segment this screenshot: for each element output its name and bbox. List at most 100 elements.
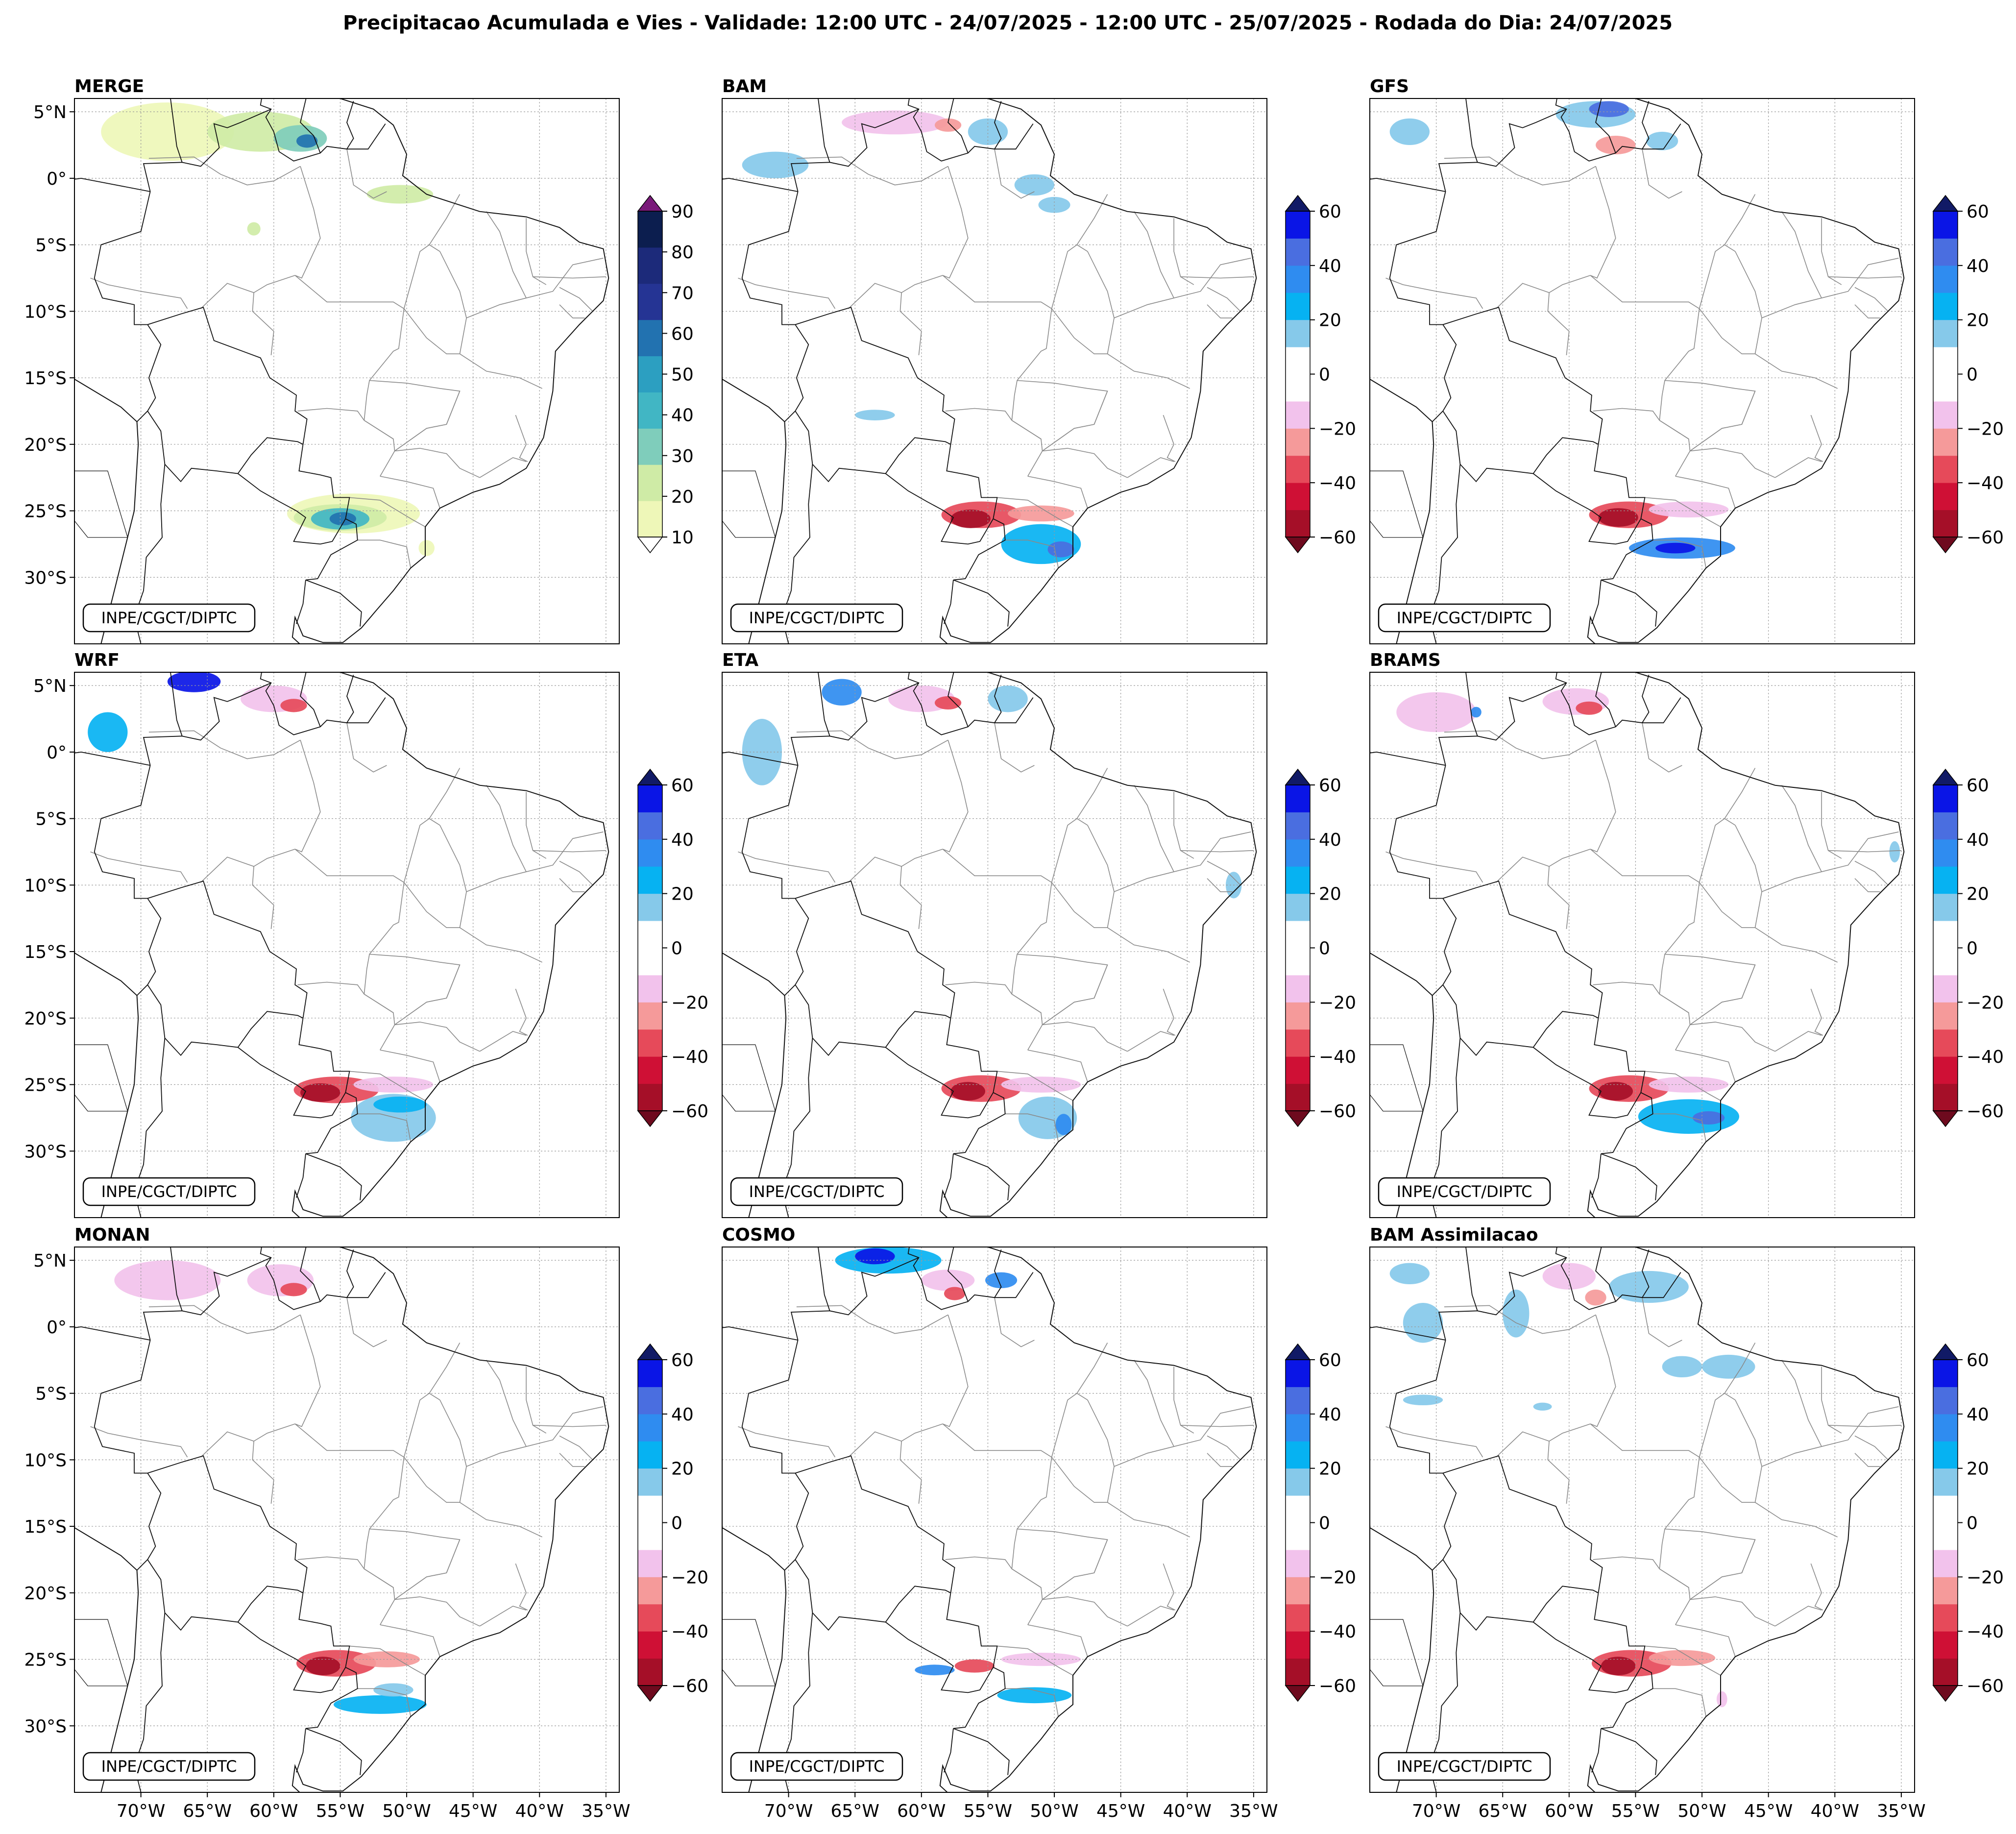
state-border — [1828, 1425, 1901, 1427]
state-border — [1774, 1031, 1822, 1052]
country-border — [741, 807, 796, 899]
country-border — [305, 1092, 358, 1154]
state-border — [1699, 1457, 1755, 1503]
state-border — [515, 988, 528, 1036]
state-border — [796, 156, 948, 186]
state-border — [486, 785, 527, 872]
lon-label: 50°W — [382, 1801, 431, 1821]
border-line — [722, 470, 776, 538]
state-border — [294, 275, 405, 309]
field-shade — [1503, 1289, 1530, 1338]
country-border — [1389, 1382, 1443, 1474]
panel-title: BRAMS — [1370, 650, 1441, 670]
colorbar-segment — [638, 465, 662, 501]
colorbar-tick-label: 80 — [671, 243, 694, 263]
state-border — [1027, 1624, 1088, 1657]
state-border — [1690, 964, 1756, 1026]
field-shade — [373, 1096, 427, 1113]
state-border — [1761, 1406, 1899, 1467]
country-border — [784, 324, 809, 422]
colorbar-tick-label: 60 — [1319, 1350, 1341, 1370]
colorbar-segment — [1933, 211, 1958, 239]
colorbar-segment — [638, 785, 662, 812]
lat-label: 5°S — [35, 809, 67, 830]
field-shade — [997, 1687, 1072, 1704]
field-shade — [742, 719, 782, 785]
colorbar-segment — [1933, 1441, 1958, 1469]
country-border — [953, 1092, 1006, 1154]
colorbar-tick-label: 20 — [1967, 884, 1989, 905]
colorbar-segment — [638, 1387, 662, 1415]
colorbar-segment — [1933, 1083, 1958, 1111]
state-border — [1828, 850, 1901, 853]
lon-label: 70°W — [764, 1801, 813, 1821]
country-border — [1429, 464, 1461, 644]
colorbar-segment — [1286, 1387, 1310, 1415]
country-border — [781, 464, 813, 644]
country-border — [1442, 1559, 1599, 1631]
map-frame — [1369, 98, 1915, 644]
country-border — [147, 880, 308, 1018]
panel-title: COSMO — [722, 1225, 795, 1245]
state-border — [1042, 1539, 1108, 1600]
colorbar-extend-min — [637, 1685, 663, 1702]
state-border — [997, 497, 1073, 527]
country-border — [1601, 1666, 1653, 1729]
credit-box — [82, 1752, 256, 1781]
credit-box — [1378, 1177, 1551, 1206]
lat-label: 5°S — [35, 1384, 67, 1404]
colorbar-segment — [638, 1360, 662, 1387]
colorbar-tick-label: 60 — [1319, 202, 1341, 222]
state-border — [1051, 882, 1108, 928]
colorbar-extend-max — [1285, 195, 1311, 212]
field-shade — [305, 1657, 340, 1676]
lon-label: 40°W — [515, 1801, 564, 1821]
state-border — [1774, 457, 1822, 478]
lat-label: 30°S — [24, 568, 67, 588]
colorbar-extend-min — [1932, 1685, 1959, 1702]
colorbar-tick-label: 30 — [671, 446, 694, 466]
state-border — [349, 1071, 426, 1101]
country-border — [298, 1592, 350, 1667]
state-border — [1134, 1360, 1174, 1447]
country-border — [1595, 98, 1616, 153]
state-border — [1107, 353, 1190, 389]
state-border — [1207, 1453, 1233, 1467]
state-border — [1659, 1568, 1691, 1625]
state-border — [1690, 1596, 1775, 1627]
colorbar-segment — [638, 948, 662, 976]
lat-label: 10°S — [24, 1450, 67, 1470]
lon-label: 60°W — [249, 1801, 298, 1821]
state-border — [1051, 1393, 1088, 1458]
state-border — [394, 964, 461, 1026]
country-border — [994, 101, 1002, 149]
country-border — [1594, 444, 1646, 519]
colorbar-extend-min — [1932, 1110, 1959, 1127]
state-border — [429, 194, 461, 245]
colorbar-segment — [1286, 812, 1310, 840]
colorbar-segment — [1286, 948, 1310, 976]
map-area — [74, 672, 619, 1218]
map-frame — [1369, 672, 1915, 1218]
colorbar-segment — [638, 1522, 662, 1550]
state-border — [394, 1022, 480, 1052]
country-border — [238, 473, 346, 545]
colorbar-segment — [1286, 293, 1310, 320]
coastline — [722, 1247, 1257, 1792]
country-border — [1555, 672, 1681, 735]
field-shade — [822, 679, 862, 706]
colorbar-tick-label: 60 — [1967, 776, 1989, 796]
credit-label: INPE/CGCT/DIPTC — [749, 609, 885, 627]
state-border — [349, 1645, 426, 1676]
state-border — [1444, 156, 1596, 186]
country-border — [795, 984, 951, 1056]
map-area — [1370, 672, 1915, 1218]
colorbar-segment — [638, 893, 662, 921]
colorbar-extend-max — [637, 768, 663, 785]
state-border — [1699, 882, 1755, 928]
country-border — [947, 672, 969, 727]
field-shade — [968, 118, 1008, 146]
colorbar-segment — [1286, 1414, 1310, 1442]
state-border — [1027, 1050, 1088, 1082]
field-shade — [1389, 1263, 1430, 1285]
